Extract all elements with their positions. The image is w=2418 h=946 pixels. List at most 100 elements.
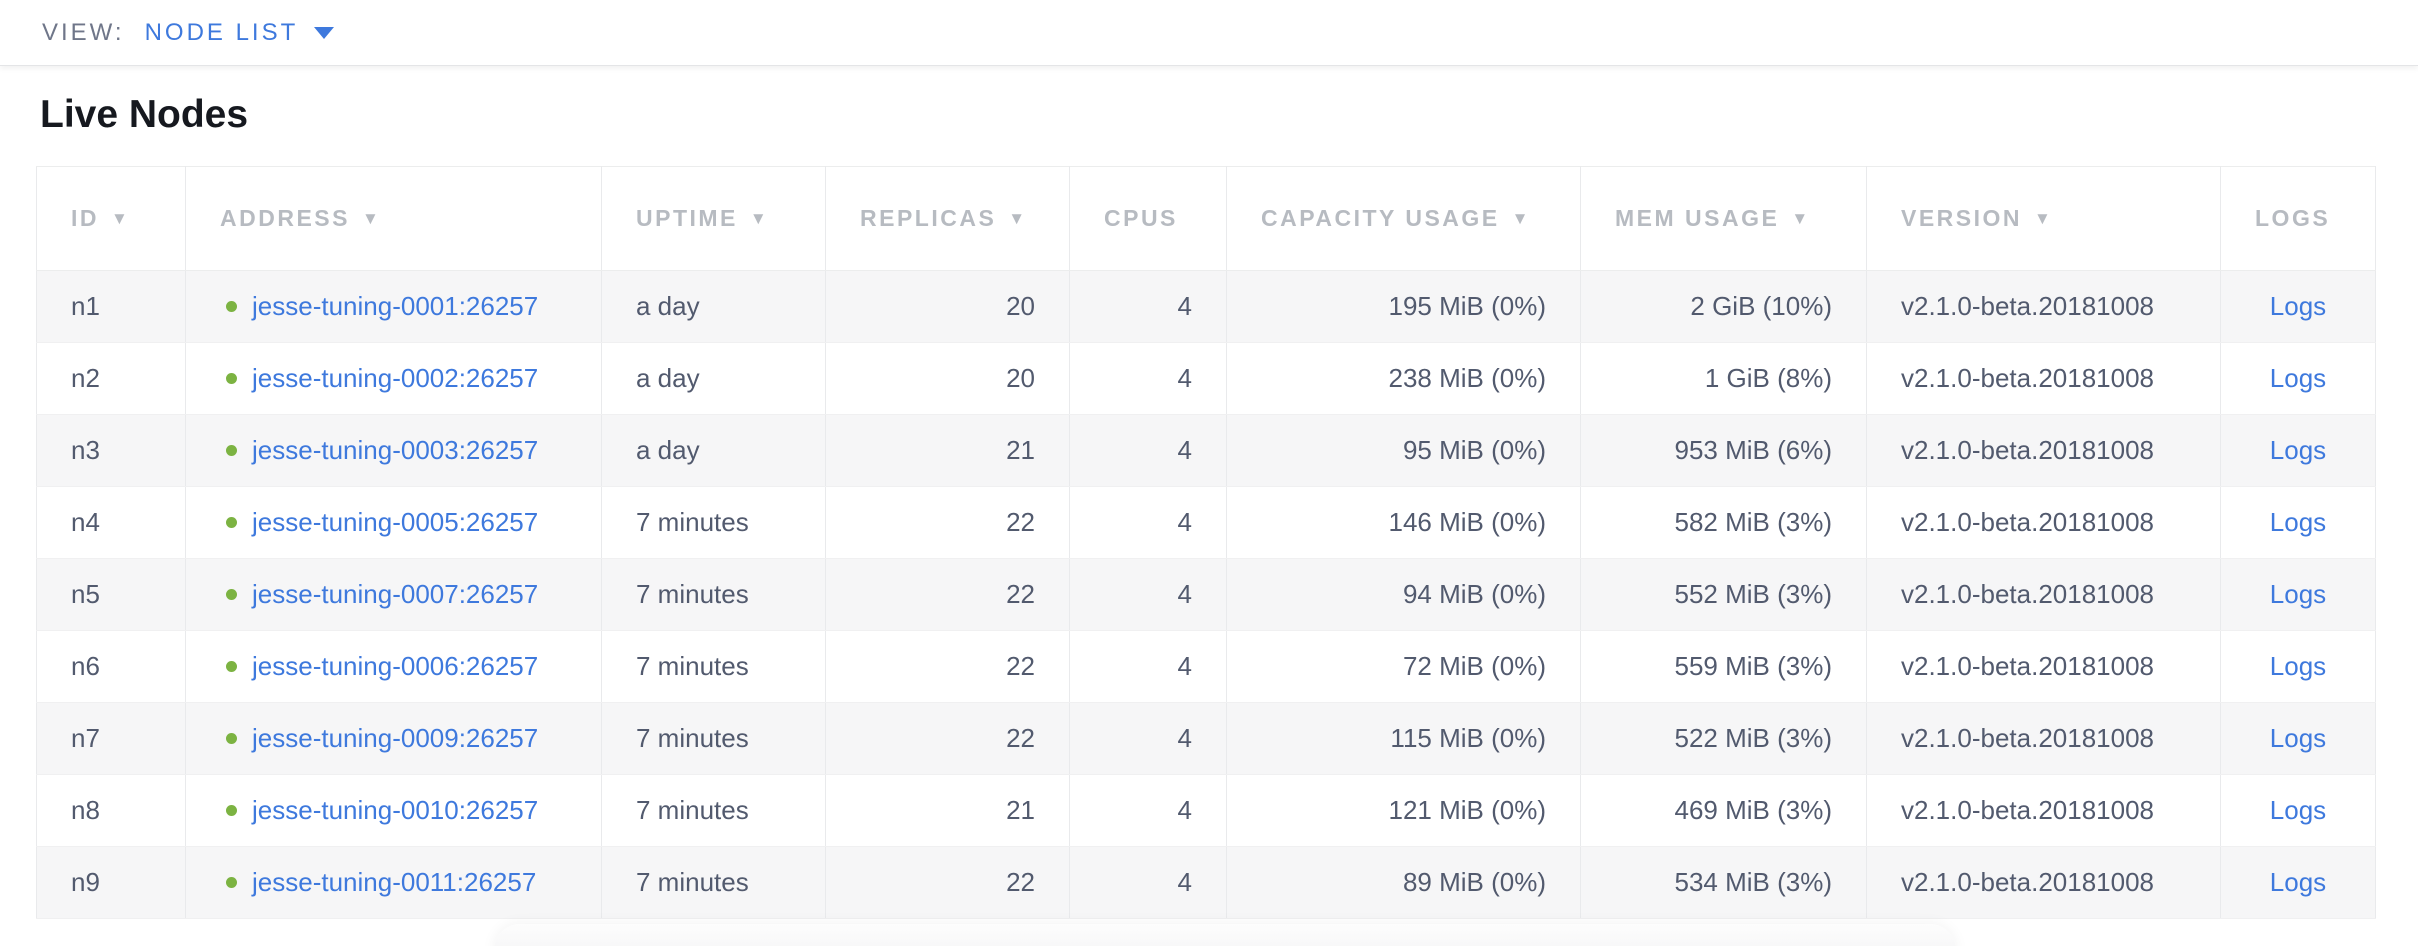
sort-desc-icon: ▼: [361, 209, 382, 228]
sort-desc-icon: ▼: [2034, 209, 2054, 228]
column-label: UPTIME: [636, 205, 738, 231]
view-bar: VIEW: NODE LIST: [0, 0, 2418, 66]
logs-link[interactable]: Logs: [2269, 651, 2327, 681]
node-address-link[interactable]: jesse-tuning-0011:26257: [252, 867, 537, 897]
column-header-version[interactable]: VERSION ▼: [1866, 166, 2221, 271]
replicas-cell: 22: [825, 486, 1070, 559]
column-header-id[interactable]: ID ▼: [36, 166, 186, 271]
logs-link[interactable]: Logs: [2269, 867, 2327, 897]
id-cell: n3: [36, 414, 186, 487]
replicas-cell: 21: [825, 414, 1070, 487]
logs-link[interactable]: Logs: [2269, 507, 2327, 537]
node-address-link[interactable]: jesse-tuning-0005:26257: [252, 507, 539, 537]
sort-desc-icon: ▼: [1511, 209, 1531, 228]
live-nodes-table: ID ▼ ADDRESS ▼ UPTIME ▼ REPLICAS ▼ CPUS CAPACITY …: [36, 166, 2376, 919]
version-cell: v2.1.0-beta.20181008: [1866, 558, 2221, 631]
cpus-cell: 4: [1069, 342, 1227, 415]
version-cell: v2.1.0-beta.20181008: [1866, 486, 2221, 559]
mem-cell: 1 GiB (8%): [1580, 342, 1867, 415]
node-row-n1: n1 jesse-tuning-0001:26257 a day 20 4 195 MiB…: [36, 270, 2376, 343]
node-address-link[interactable]: jesse-tuning-0007:26257: [252, 579, 539, 609]
version-cell: v2.1.0-beta.20181008: [1866, 270, 2221, 343]
address-cell: jesse-tuning-0007:26257: [185, 558, 602, 631]
column-label: ADDRESS: [220, 205, 350, 231]
version-cell: v2.1.0-beta.20181008: [1866, 414, 2221, 487]
address-cell: jesse-tuning-0001:26257: [185, 270, 602, 343]
version-cell: v2.1.0-beta.20181008: [1866, 342, 2221, 415]
logs-cell: Logs: [2220, 486, 2376, 559]
mem-cell: 2 GiB (10%): [1580, 270, 1867, 343]
logs-link[interactable]: Logs: [2269, 795, 2327, 825]
node-row-n5: n5 jesse-tuning-0007:26257 7 minutes 22 4 94 …: [36, 558, 2376, 631]
column-label: VERSION: [1901, 205, 2023, 231]
healthy-status-dot-icon: [226, 877, 237, 888]
node-row-n7: n7 jesse-tuning-0009:26257 7 minutes 22 4 115…: [36, 702, 2376, 775]
address-cell: jesse-tuning-0003:26257: [185, 414, 602, 487]
healthy-status-dot-icon: [226, 445, 237, 456]
capacity-cell: 115 MiB (0%): [1226, 702, 1581, 775]
version-cell: v2.1.0-beta.20181008: [1866, 702, 2221, 775]
node-address-link[interactable]: jesse-tuning-0010:26257: [252, 795, 539, 825]
capacity-cell: 94 MiB (0%): [1226, 558, 1581, 631]
logs-cell: Logs: [2220, 846, 2376, 919]
cpus-cell: 4: [1069, 846, 1227, 919]
cpus-cell: 4: [1069, 558, 1227, 631]
table-body: n1 jesse-tuning-0001:26257 a day 20 4 195 MiB…: [36, 270, 2376, 919]
healthy-status-dot-icon: [226, 301, 237, 312]
logs-link[interactable]: Logs: [2269, 723, 2327, 753]
logs-link[interactable]: Logs: [2269, 435, 2327, 465]
node-row-n6: n6 jesse-tuning-0006:26257 7 minutes 22 4 72 …: [36, 630, 2376, 703]
healthy-status-dot-icon: [226, 805, 237, 816]
uptime-cell: 7 minutes: [601, 558, 826, 631]
replicas-cell: 20: [825, 270, 1070, 343]
node-row-n9: n9 jesse-tuning-0011:26257 7 minutes 22 4 89 …: [36, 846, 2376, 919]
logs-link[interactable]: Logs: [2269, 363, 2327, 393]
column-header-address[interactable]: ADDRESS ▼: [185, 166, 602, 271]
next-section-peek: [494, 924, 1956, 946]
sort-desc-icon: ▼: [1791, 209, 1811, 228]
logs-link[interactable]: Logs: [2269, 579, 2327, 609]
version-cell: v2.1.0-beta.20181008: [1866, 774, 2221, 847]
column-header-mem[interactable]: MEM USAGE ▼: [1580, 166, 1867, 271]
node-address-link[interactable]: jesse-tuning-0001:26257: [252, 291, 539, 321]
uptime-cell: a day: [601, 342, 826, 415]
node-address-link[interactable]: jesse-tuning-0009:26257: [252, 723, 539, 753]
logs-cell: Logs: [2220, 414, 2376, 487]
node-address-link[interactable]: jesse-tuning-0003:26257: [252, 435, 539, 465]
node-row-n3: n3 jesse-tuning-0003:26257 a day 21 4 95 MiB …: [36, 414, 2376, 487]
id-cell: n9: [36, 846, 186, 919]
healthy-status-dot-icon: [226, 661, 237, 672]
column-label: ID: [71, 205, 99, 231]
replicas-cell: 21: [825, 774, 1070, 847]
view-selector-dropdown[interactable]: NODE LIST: [145, 19, 335, 47]
column-label: LOGS: [2255, 205, 2331, 231]
column-header-replicas[interactable]: REPLICAS ▼: [825, 166, 1070, 271]
mem-cell: 522 MiB (3%): [1580, 702, 1867, 775]
version-cell: v2.1.0-beta.20181008: [1866, 630, 2221, 703]
column-label: REPLICAS: [860, 205, 997, 231]
mem-cell: 582 MiB (3%): [1580, 486, 1867, 559]
id-cell: n2: [36, 342, 186, 415]
column-header-capacity[interactable]: CAPACITY USAGE ▼: [1226, 166, 1581, 271]
uptime-cell: a day: [601, 270, 826, 343]
cpus-cell: 4: [1069, 702, 1227, 775]
logs-link[interactable]: Logs: [2269, 291, 2327, 321]
address-cell: jesse-tuning-0002:26257: [185, 342, 602, 415]
node-address-link[interactable]: jesse-tuning-0002:26257: [252, 363, 539, 393]
replicas-cell: 22: [825, 558, 1070, 631]
healthy-status-dot-icon: [226, 589, 237, 600]
id-cell: n7: [36, 702, 186, 775]
replicas-cell: 22: [825, 630, 1070, 703]
capacity-cell: 89 MiB (0%): [1226, 846, 1581, 919]
address-cell: jesse-tuning-0006:26257: [185, 630, 602, 703]
logs-cell: Logs: [2220, 270, 2376, 343]
column-header-cpus: CPUS: [1069, 166, 1227, 271]
cpus-cell: 4: [1069, 414, 1227, 487]
node-row-n4: n4 jesse-tuning-0005:26257 7 minutes 22 4 146…: [36, 486, 2376, 559]
uptime-cell: a day: [601, 414, 826, 487]
column-header-uptime[interactable]: UPTIME ▼: [601, 166, 826, 271]
replicas-cell: 22: [825, 846, 1070, 919]
node-address-link[interactable]: jesse-tuning-0006:26257: [252, 651, 539, 681]
logs-cell: Logs: [2220, 342, 2376, 415]
uptime-cell: 7 minutes: [601, 702, 826, 775]
